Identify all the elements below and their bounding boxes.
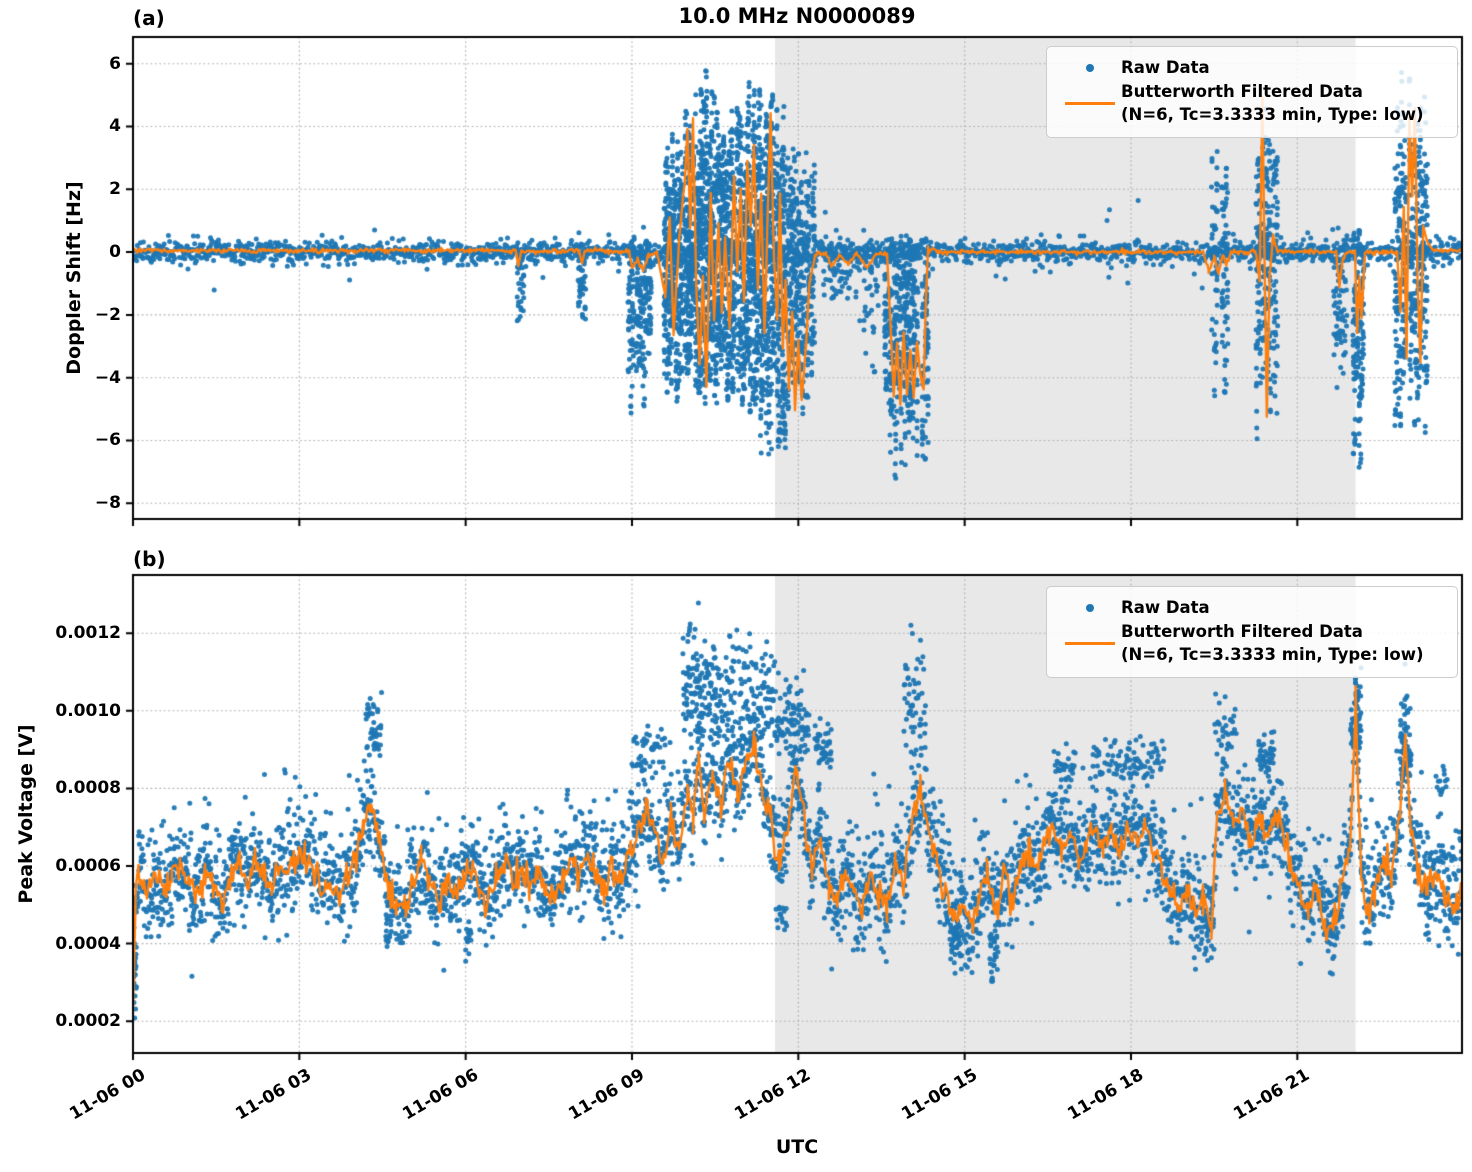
legend-row-filtered: Butterworth Filtered Data (N=6, Tc=3.333… [1059,81,1447,126]
legend-row-raw: Raw Data [1059,57,1447,79]
legend-marker-zone [1059,64,1121,73]
y-tick-label-b: 0.0008 [55,778,121,799]
y-tick-label-b: 0.0010 [55,700,121,721]
y-tick-label-a: 2 [109,179,121,200]
panel-b-letter: (b) [133,547,166,571]
filtered-data-line-icon [1065,642,1115,646]
legend-filtered-line2: (N=6, Tc=3.3333 min, Type: low) [1121,644,1424,664]
chart-title: 10.0 MHz N0000089 [678,4,916,28]
raw-data-dot-icon [1086,604,1094,613]
y-axis-label-a: Doppler Shift [Hz] [63,181,85,375]
y-tick-label-a: 0 [109,242,121,263]
legend-filtered-line1: Butterworth Filtered Data [1121,622,1363,642]
y-tick-label-b: 0.0002 [55,1011,121,1032]
y-tick-label-b: 0.0004 [55,933,121,954]
legend-raw-label: Raw Data [1121,598,1210,617]
y-tick-label-a: 4 [109,116,121,137]
raw-data-dot-icon [1086,64,1094,73]
legend-filtered-label: Butterworth Filtered Data (N=6, Tc=3.333… [1121,621,1424,666]
y-tick-label-a: 6 [109,53,121,74]
filtered-data-line-icon [1065,102,1115,106]
legend-row-filtered: Butterworth Filtered Data (N=6, Tc=3.333… [1059,621,1447,666]
y-tick-label-a: −8 [94,493,121,514]
panel-a-letter: (a) [133,6,165,30]
legend-marker-zone [1059,102,1121,106]
y-tick-label-a: −4 [94,367,121,388]
legend-marker-zone [1059,642,1121,646]
legend-filtered-line1: Butterworth Filtered Data [1121,82,1363,102]
legend-panel-b: Raw Data Butterworth Filtered Data (N=6,… [1046,586,1458,678]
legend-panel-a: Raw Data Butterworth Filtered Data (N=6,… [1046,46,1458,138]
y-tick-label-b: 0.0012 [55,623,121,644]
y-tick-label-b: 0.0006 [55,855,121,876]
legend-filtered-line2: (N=6, Tc=3.3333 min, Type: low) [1121,104,1424,124]
legend-marker-zone [1059,604,1121,613]
y-axis-label-b: Peak Voltage [V] [15,724,37,904]
x-axis-label: UTC [775,1136,819,1158]
legend-filtered-label: Butterworth Filtered Data (N=6, Tc=3.333… [1121,81,1424,126]
y-tick-label-a: −2 [94,304,121,325]
legend-row-raw: Raw Data [1059,597,1447,619]
legend-raw-label: Raw Data [1121,58,1210,77]
y-tick-label-a: −6 [94,430,121,451]
